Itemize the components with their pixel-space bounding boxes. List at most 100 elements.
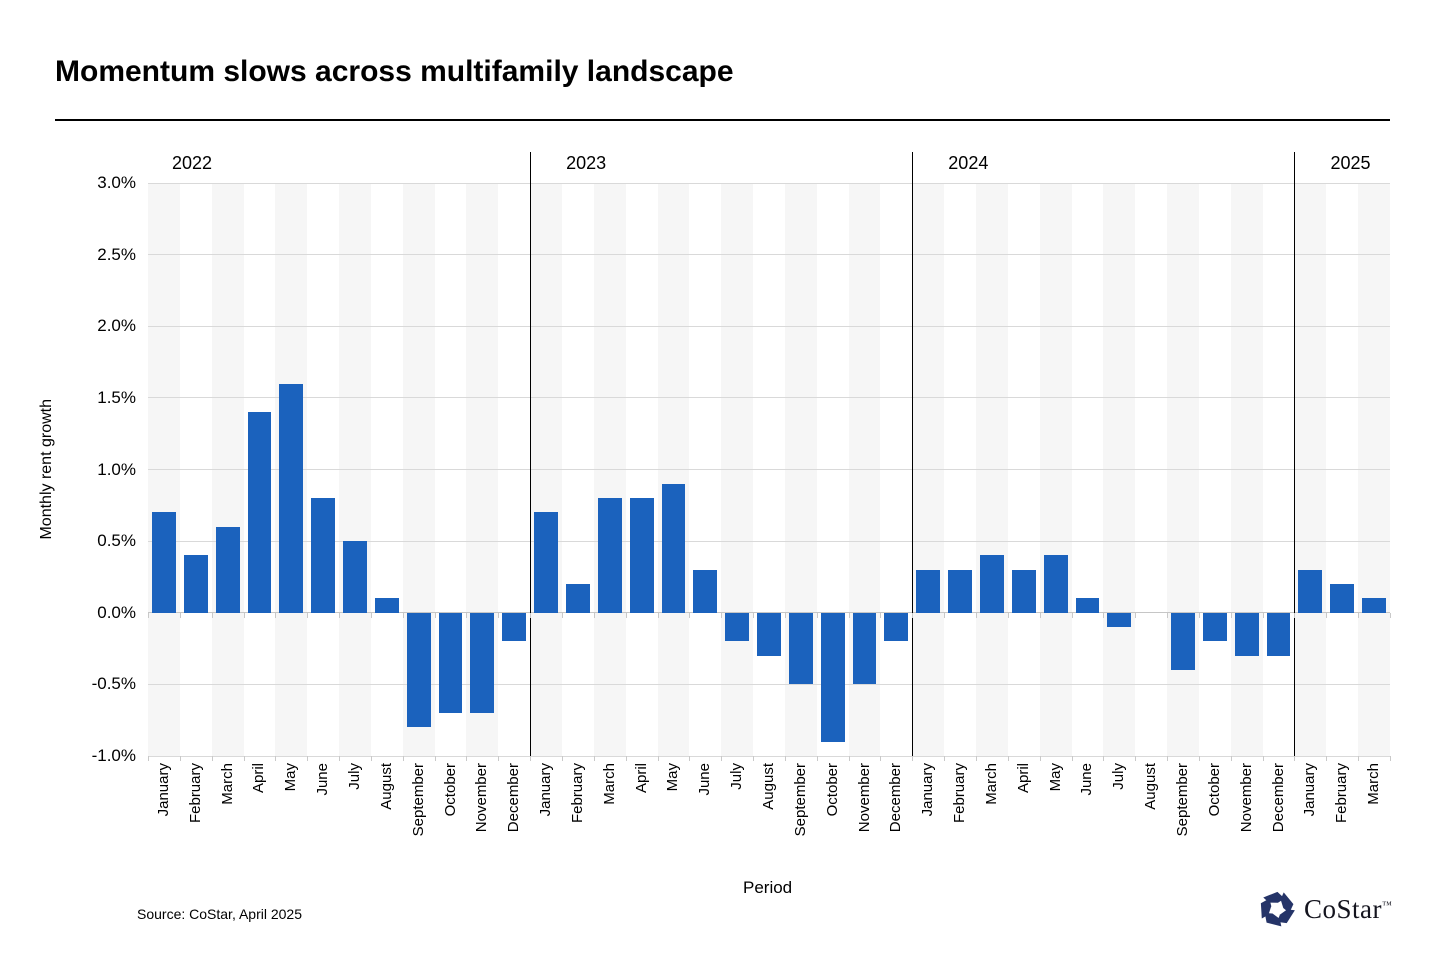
axis-tick (1135, 756, 1137, 761)
axis-tick (1294, 756, 1296, 761)
year-divider (1293, 152, 1295, 756)
axis-tick (179, 756, 181, 761)
axis-tick (689, 756, 691, 761)
bar (247, 412, 272, 613)
axis-tick (880, 756, 882, 761)
gridline (148, 540, 1390, 542)
bar (406, 612, 431, 728)
bar (725, 612, 750, 642)
month-tick-label: July (1110, 763, 1128, 790)
axis-tick (657, 612, 659, 618)
axis-tick (530, 756, 532, 761)
axis-tick (1390, 756, 1391, 761)
axis-tick (1294, 612, 1296, 618)
axis-tick (243, 612, 245, 618)
month-tick-label: December (887, 763, 905, 833)
month-tick-label: March (1365, 763, 1383, 805)
axis-tick (1198, 756, 1200, 761)
bar (884, 612, 909, 642)
month-tick-label: June (1078, 763, 1096, 796)
year-label: 2022 (172, 153, 213, 173)
axis-tick (562, 612, 563, 618)
axis-tick (402, 756, 404, 761)
bar (693, 569, 718, 613)
month-tick-label: April (250, 763, 268, 794)
axis-tick (784, 612, 786, 618)
bar (502, 612, 527, 642)
axis-tick (689, 612, 691, 618)
axis-tick (1358, 612, 1360, 618)
bar (1171, 612, 1195, 671)
month-tick-label: May (1046, 763, 1064, 792)
year-divider (529, 152, 531, 756)
gridline (148, 469, 1390, 470)
axis-tick (402, 612, 404, 618)
axis-tick (1103, 612, 1105, 618)
bar (1107, 612, 1132, 628)
axis-tick (753, 756, 755, 761)
bar (183, 555, 208, 613)
bar (470, 612, 495, 714)
bar (215, 526, 240, 613)
axis-tick (498, 612, 500, 618)
axis-tick (593, 612, 595, 618)
bar (1202, 612, 1227, 642)
axis-tick (657, 756, 659, 761)
axis-tick (243, 756, 245, 761)
month-tick-label: February (186, 763, 204, 824)
y-tick-label: 1.0% (97, 459, 136, 479)
gridline (148, 325, 1390, 327)
axis-tick (1262, 756, 1264, 761)
month-tick-label: March (600, 763, 618, 805)
axis-tick (912, 612, 914, 618)
month-tick-label: January (1301, 763, 1319, 817)
axis-tick (625, 756, 627, 761)
axis-tick (1135, 612, 1137, 618)
axis-tick (1262, 612, 1264, 618)
axis-tick (275, 612, 277, 618)
month-tick-label: March (982, 763, 1000, 805)
axis-tick (1390, 612, 1391, 618)
bar (534, 512, 558, 613)
axis-tick (434, 612, 436, 618)
axis-tick (848, 756, 850, 761)
y-tick-label: 2.0% (97, 316, 136, 336)
y-tick-label: 3.0% (97, 173, 136, 192)
axis-tick (1230, 612, 1232, 618)
month-tick-label: August (377, 763, 395, 810)
axis-tick (1007, 756, 1009, 761)
bar (565, 584, 590, 613)
bar (916, 569, 941, 613)
month-tick-label: November (473, 763, 491, 833)
month-tick-label: January (919, 763, 937, 817)
month-tick-label: November (1237, 763, 1255, 833)
bar (151, 512, 176, 613)
axis-tick (1326, 756, 1328, 761)
axis-tick (944, 756, 946, 761)
bar (374, 598, 399, 613)
axis-tick (1167, 612, 1169, 618)
axis-tick (1039, 612, 1041, 618)
month-tick-label: September (791, 763, 809, 837)
year-divider (911, 152, 913, 756)
gridline (148, 182, 1390, 184)
y-tick-label: 0.5% (97, 531, 136, 551)
bar (757, 612, 781, 656)
bar (820, 612, 845, 742)
bar (852, 612, 877, 685)
month-tick-label: July (728, 763, 746, 790)
month-tick-label: April (1014, 763, 1032, 794)
month-tick-label: September (1174, 763, 1191, 837)
month-tick-label: January (537, 763, 555, 817)
bar (311, 498, 336, 613)
y-tick-label: -1.0% (91, 746, 136, 765)
bar (343, 541, 367, 613)
axis-tick (498, 756, 500, 761)
gridline (148, 254, 1390, 256)
axis-tick (339, 612, 341, 618)
title-underline (55, 119, 1390, 121)
bar (629, 498, 654, 613)
gridline (148, 683, 1390, 685)
axis-tick (1326, 612, 1328, 618)
axis-tick (816, 612, 818, 618)
